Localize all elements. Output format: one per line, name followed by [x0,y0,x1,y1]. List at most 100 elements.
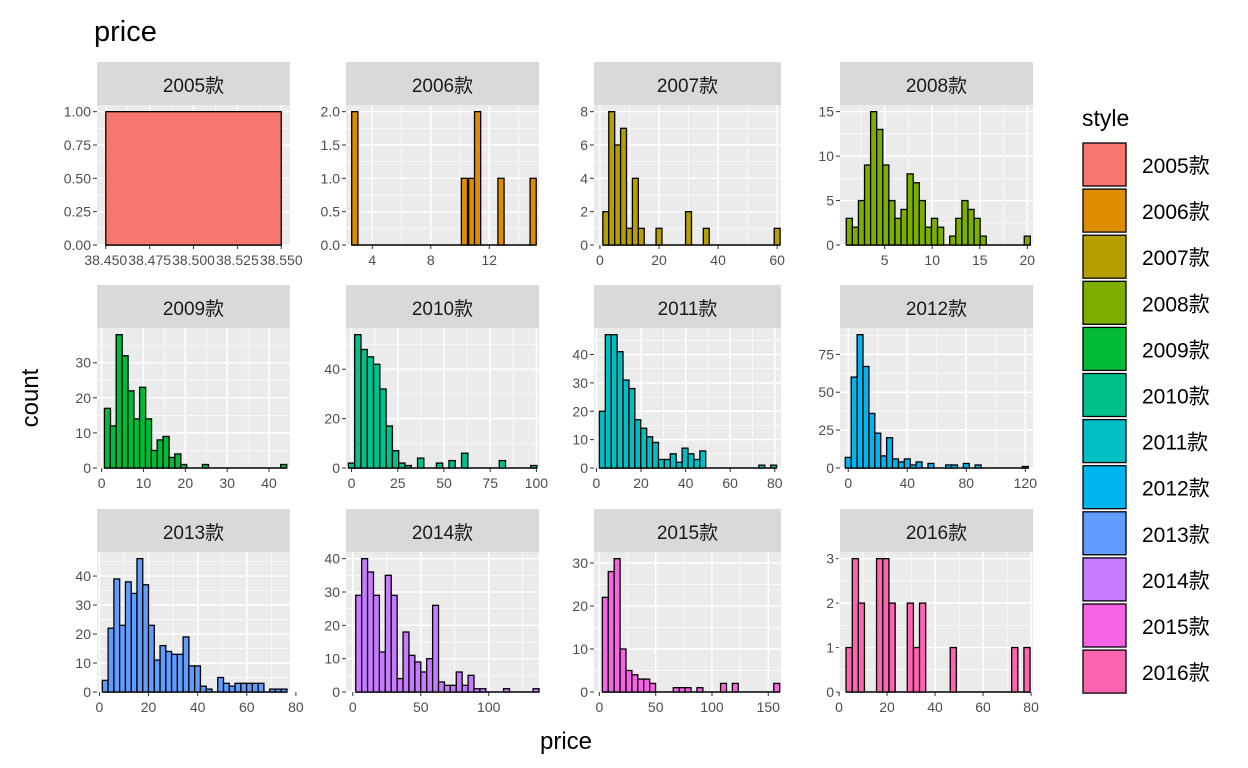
legend-key [1082,465,1127,510]
histogram-bar [372,594,381,693]
y-tick-label: 0 [826,460,834,476]
y-tick-label: 2 [580,204,588,220]
y-tick-label: 40 [75,568,91,584]
y-tick-label: 10 [572,641,588,657]
x-tick-label: 0 [593,475,601,491]
histogram-bar [857,199,866,246]
legend-label: 2010款 [1142,386,1210,409]
legend-key [1082,649,1127,694]
histogram-bar [699,450,707,469]
histogram-bar [461,684,469,693]
x-tick-label: 0 [348,475,356,491]
facet-strip [840,509,1033,552]
y-tick-label: 5 [826,193,834,209]
histogram-bar [619,127,628,246]
y-tick-label: 10 [75,425,91,441]
legend-key [1082,511,1127,556]
histogram-bar [646,436,654,469]
histogram-bar [608,111,616,246]
panel-background [346,105,539,245]
histogram-bar [159,644,167,693]
histogram-bar [912,646,921,693]
histogram-bar [460,452,469,469]
y-tick-label: 0.0 [321,237,341,253]
y-tick-label: 20 [75,626,91,642]
legend-key [1082,557,1127,602]
histogram-bar [105,111,282,246]
histogram-bar [758,464,766,469]
histogram-bar [199,685,207,693]
y-tick-label: 10 [818,148,834,164]
histogram-bar [379,388,387,469]
y-tick-label: 0.5 [321,204,341,220]
y-tick-label: 0.25 [64,204,91,220]
histogram-bar [130,592,138,693]
facet-strip-label: 2006款 [412,75,473,97]
histogram-bar [251,682,259,693]
histogram-bar [530,464,538,469]
histogram-bar [868,412,876,469]
y-tick-label: 0 [332,460,340,476]
histogram-bar [702,227,710,246]
histogram-bar [906,173,914,246]
histogram-bar [912,182,920,246]
histogram-bar [529,177,537,246]
histogram-bar [894,217,902,246]
y-tick-label: 2.0 [321,104,341,120]
x-tick-label: 40 [710,252,726,268]
y-tick-label: 0 [83,460,91,476]
y-tick-label: 3 [826,551,834,567]
histogram-bar [857,602,866,693]
legend-label: 2015款 [1142,616,1210,639]
histogram-bar [637,227,645,246]
facet-strip [97,509,290,552]
y-tick-label: 30 [75,597,91,613]
legend-item: 2006款 [1082,188,1210,233]
y-tick-label: 20 [572,598,588,614]
histogram-bar [607,570,615,693]
legend-item: 2016款 [1082,649,1210,694]
y-tick-label: 10 [324,651,340,667]
x-tick-label: 25 [390,475,406,491]
histogram-bar [396,678,404,693]
histogram-bar [601,596,609,693]
y-tick-label: 0 [826,237,834,253]
legend-item: 2011款 [1082,418,1208,464]
legend-label: 2014款 [1142,570,1210,593]
histogram-bar [906,602,915,693]
y-tick-label: 0 [332,684,340,700]
histogram-bar [398,462,406,469]
histogram-bar [949,646,958,693]
x-tick-label: 60 [975,699,991,715]
x-tick-label: 5 [881,252,889,268]
histogram-bar [1021,465,1029,469]
histogram-bar [378,651,386,693]
facet-panel: 2008款 0 5 10 15 5 10 15 20 [818,62,1035,268]
histogram-bar [360,348,368,469]
y-tick-label: 1.0 [321,170,341,186]
histogram-bar [604,334,612,469]
histogram-bar [109,425,118,469]
histogram-bar [625,227,634,246]
histogram-bar [133,418,141,469]
histogram-bar [622,379,630,469]
facet-strip [346,285,539,328]
histogram-bar [460,177,469,246]
legend-item: 2005款 [1082,142,1210,187]
y-tick-label: 30 [572,555,588,571]
x-tick-label: 80 [959,475,975,491]
histogram-bar [156,439,164,469]
histogram-bar [770,464,778,469]
y-tick-label: 6 [580,137,588,153]
facet-strip-label: 2016款 [906,522,967,544]
x-tick-label: 40 [261,475,277,491]
x-tick-label: 12 [481,252,497,268]
histogram-bar [955,217,963,246]
histogram-bar [153,659,161,693]
y-tick-label: 20 [75,390,91,406]
legend: style 2005款 2006款 2007款 2008款 2009款 2010款 2011… [1082,105,1210,694]
chart-title: price [94,16,157,48]
y-tick-label: 40 [324,361,340,377]
x-tick-label: 0 [349,699,357,715]
histogram-bar [875,558,884,693]
